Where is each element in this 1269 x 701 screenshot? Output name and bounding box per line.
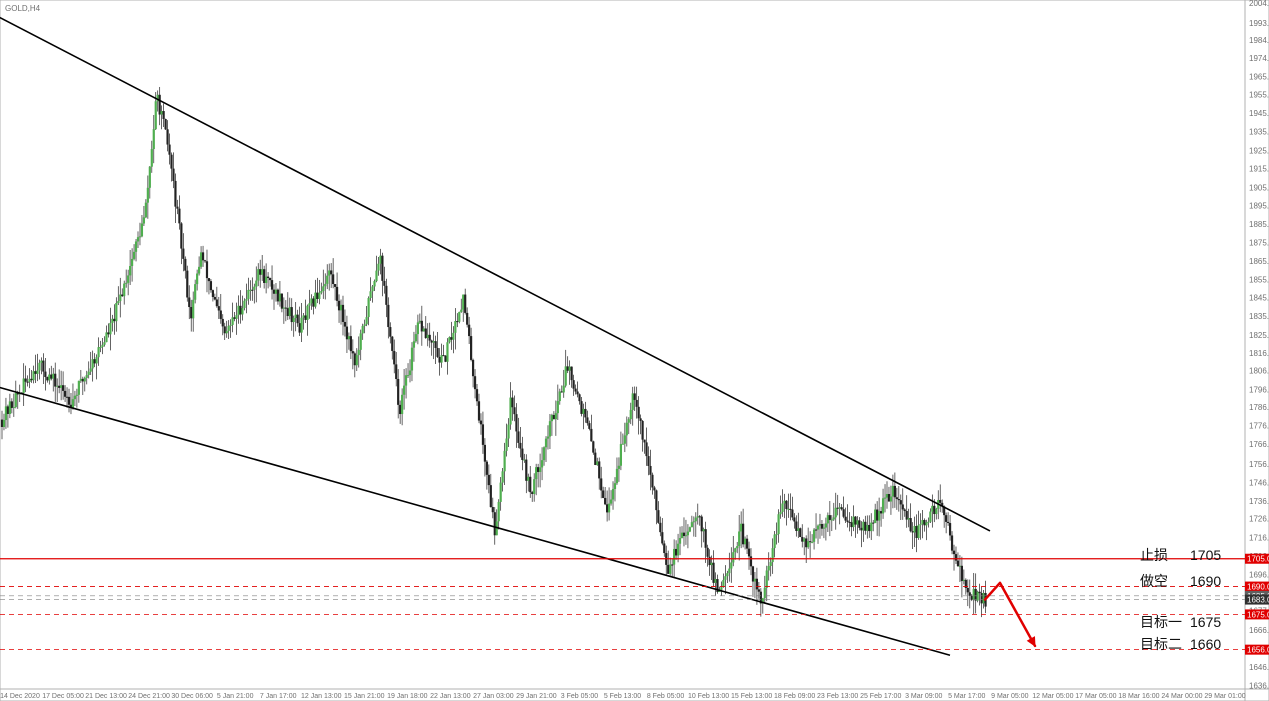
svg-text:1705.00: 1705.00 bbox=[1247, 555, 1269, 564]
svg-text:1925.10: 1925.10 bbox=[1249, 146, 1269, 155]
svg-text:1875.50: 1875.50 bbox=[1249, 238, 1269, 247]
x-axis: 14 Dec 202017 Dec 05:0021 Dec 13:0024 De… bbox=[0, 693, 1246, 700]
svg-text:1666.50: 1666.50 bbox=[1249, 626, 1269, 635]
svg-text:7 Jan 17:00: 7 Jan 17:00 bbox=[260, 693, 297, 700]
svg-text:1696.50: 1696.50 bbox=[1249, 571, 1269, 580]
svg-text:1766.80: 1766.80 bbox=[1249, 440, 1269, 449]
svg-text:30 Dec 06:00: 30 Dec 06:00 bbox=[171, 693, 213, 700]
svg-text:1776.90: 1776.90 bbox=[1249, 421, 1269, 430]
svg-text:24 Dec 21:00: 24 Dec 21:00 bbox=[128, 693, 170, 700]
svg-text:1905.10: 1905.10 bbox=[1249, 183, 1269, 192]
svg-text:27 Jan 03:00: 27 Jan 03:00 bbox=[473, 693, 514, 700]
anno-entry-label: 做空 bbox=[1140, 573, 1168, 589]
svg-text:17 Dec 05:00: 17 Dec 05:00 bbox=[42, 693, 84, 700]
svg-text:14 Dec 2020: 14 Dec 2020 bbox=[0, 693, 40, 700]
svg-text:3 Mar 09:00: 3 Mar 09:00 bbox=[905, 693, 942, 700]
svg-text:12 Mar 05:00: 12 Mar 05:00 bbox=[1032, 693, 1073, 700]
svg-text:2004.50: 2004.50 bbox=[1249, 0, 1269, 8]
anno-stop-value: 1705 bbox=[1190, 547, 1221, 563]
svg-text:1690.00: 1690.00 bbox=[1247, 583, 1269, 592]
svg-text:1865.40: 1865.40 bbox=[1249, 257, 1269, 266]
svg-text:1855.60: 1855.60 bbox=[1249, 275, 1269, 284]
svg-text:1646.70: 1646.70 bbox=[1249, 663, 1269, 672]
svg-text:15 Jan 21:00: 15 Jan 21:00 bbox=[344, 693, 385, 700]
svg-text:1993.60: 1993.60 bbox=[1249, 19, 1269, 28]
candlestick-chart-svg: 2004.50 1993.60 1984.60 1974.80 1965.00 1955.… bbox=[0, 0, 1269, 701]
svg-text:1746.20: 1746.20 bbox=[1249, 478, 1269, 487]
svg-text:24 Mar 00:00: 24 Mar 00:00 bbox=[1161, 693, 1202, 700]
svg-text:1726.80: 1726.80 bbox=[1249, 514, 1269, 523]
svg-text:12 Jan 13:00: 12 Jan 13:00 bbox=[301, 693, 342, 700]
svg-text:21 Dec 13:00: 21 Dec 13:00 bbox=[85, 693, 127, 700]
svg-text:1945.20: 1945.20 bbox=[1249, 109, 1269, 118]
svg-text:1845.80: 1845.80 bbox=[1249, 293, 1269, 302]
svg-text:9 Mar 05:00: 9 Mar 05:00 bbox=[991, 693, 1028, 700]
anno-stop-label: 止损 bbox=[1140, 547, 1168, 563]
svg-text:1716.50: 1716.50 bbox=[1249, 533, 1269, 542]
upper-trendline bbox=[0, 15, 990, 531]
horizontal-lines: 1705.001690.001685.001683.001675.001656.… bbox=[0, 554, 1269, 655]
svg-text:8 Feb 05:00: 8 Feb 05:00 bbox=[647, 693, 684, 700]
svg-text:5 Jan 21:00: 5 Jan 21:00 bbox=[217, 693, 254, 700]
svg-text:1895.40: 1895.40 bbox=[1249, 201, 1269, 210]
anno-t2-label: 目标二 bbox=[1140, 636, 1182, 652]
svg-text:1915.20: 1915.20 bbox=[1249, 165, 1269, 174]
anno-t1-label: 目标一 bbox=[1140, 614, 1182, 630]
svg-text:1835.90: 1835.90 bbox=[1249, 312, 1269, 321]
svg-text:18 Feb 09:00: 18 Feb 09:00 bbox=[774, 693, 815, 700]
svg-text:17 Mar 05:00: 17 Mar 05:00 bbox=[1075, 693, 1116, 700]
chart-container[interactable]: 2004.50 1993.60 1984.60 1974.80 1965.00 1955.… bbox=[0, 0, 1269, 701]
svg-text:5 Mar 17:00: 5 Mar 17:00 bbox=[948, 693, 985, 700]
svg-text:22 Jan 13:00: 22 Jan 13:00 bbox=[430, 693, 471, 700]
anno-t2-value: 1660 bbox=[1190, 636, 1221, 652]
svg-text:15 Feb 13:00: 15 Feb 13:00 bbox=[731, 693, 772, 700]
candlestick-series bbox=[1, 87, 987, 617]
svg-text:1885.50: 1885.50 bbox=[1249, 220, 1269, 229]
chart-title: GOLD,H4 bbox=[5, 4, 41, 13]
svg-text:19 Jan 18:00: 19 Jan 18:00 bbox=[387, 693, 428, 700]
svg-text:10 Feb 13:00: 10 Feb 13:00 bbox=[688, 693, 729, 700]
svg-text:1796.30: 1796.30 bbox=[1249, 385, 1269, 394]
svg-text:1675.00: 1675.00 bbox=[1247, 610, 1269, 619]
svg-text:1984.60: 1984.60 bbox=[1249, 36, 1269, 45]
svg-text:1736.00: 1736.00 bbox=[1249, 497, 1269, 506]
svg-text:1656.00: 1656.00 bbox=[1247, 646, 1269, 655]
svg-text:1683.00: 1683.00 bbox=[1247, 596, 1269, 605]
anno-t1-value: 1675 bbox=[1190, 614, 1221, 630]
svg-text:1974.80: 1974.80 bbox=[1249, 54, 1269, 63]
svg-text:1816.00: 1816.00 bbox=[1249, 349, 1269, 358]
svg-text:1935.30: 1935.30 bbox=[1249, 127, 1269, 136]
svg-text:5 Feb 13:00: 5 Feb 13:00 bbox=[604, 693, 641, 700]
svg-text:1955.10: 1955.10 bbox=[1249, 91, 1269, 100]
svg-text:29 Jan 21:00: 29 Jan 21:00 bbox=[516, 693, 557, 700]
svg-text:1636.80: 1636.80 bbox=[1249, 681, 1269, 690]
svg-text:1825.70: 1825.70 bbox=[1249, 331, 1269, 340]
svg-text:18 Mar 16:00: 18 Mar 16:00 bbox=[1118, 693, 1159, 700]
svg-text:29 Mar 01:00: 29 Mar 01:00 bbox=[1204, 693, 1245, 700]
svg-text:25 Feb 17:00: 25 Feb 17:00 bbox=[860, 693, 901, 700]
anno-entry-value: 1690 bbox=[1190, 573, 1221, 589]
svg-text:3 Feb 05:00: 3 Feb 05:00 bbox=[561, 693, 598, 700]
svg-text:1806.50: 1806.50 bbox=[1249, 366, 1269, 375]
svg-text:1965.00: 1965.00 bbox=[1249, 72, 1269, 81]
svg-text:23 Feb 13:00: 23 Feb 13:00 bbox=[817, 693, 858, 700]
svg-text:1756.10: 1756.10 bbox=[1249, 460, 1269, 469]
lower-trendline bbox=[0, 386, 950, 655]
svg-text:1786.90: 1786.90 bbox=[1249, 403, 1269, 412]
